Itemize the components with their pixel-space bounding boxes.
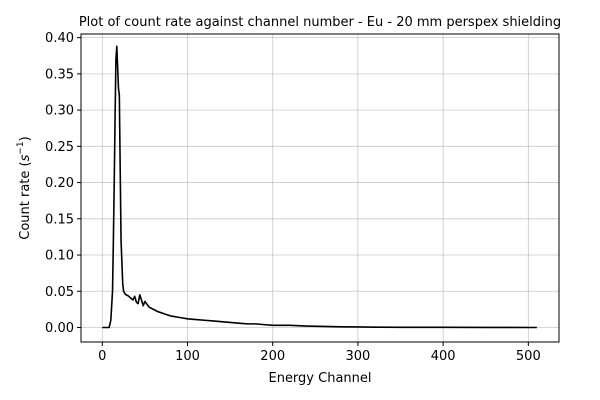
- plot-frame: [80, 33, 560, 343]
- x-tick-label: 200: [260, 349, 285, 364]
- x-tick-label: 0: [98, 349, 106, 364]
- y-tick-label: 0.05: [45, 285, 74, 300]
- grid: [81, 34, 559, 342]
- y-axis-title-unit: s: [18, 154, 33, 161]
- chart-title: Plot of count rate against channel numbe…: [79, 15, 561, 30]
- y-tick-label: 0.25: [45, 140, 74, 155]
- y-axis-title-text: Count rate (: [18, 161, 33, 239]
- x-tick-label: 100: [175, 349, 200, 364]
- y-axis-title-close: ): [18, 136, 33, 141]
- y-tick-label: 0.20: [45, 176, 74, 191]
- y-tick-label: 0.30: [45, 104, 74, 119]
- y-tick-label: 0.15: [45, 212, 74, 227]
- x-tick-label: 400: [431, 349, 456, 364]
- ticks: 0 100 200 300 400 500 0.00 0.05 0.10 0.15 0.20 0.25…: [45, 31, 541, 364]
- series-line: [102, 45, 537, 329]
- x-tick-label: 500: [516, 349, 541, 364]
- y-axis-title-exponent: −1: [16, 141, 26, 154]
- y-axis-title: Count rate (s−1): [16, 136, 33, 240]
- x-tick-label: 300: [346, 349, 371, 364]
- y-tick-label: 0.00: [45, 321, 74, 336]
- series-layer: [102, 45, 537, 329]
- y-tick-label: 0.35: [45, 67, 74, 82]
- y-tick-label: 0.10: [45, 249, 74, 264]
- y-tick-label: 0.40: [45, 31, 74, 46]
- x-axis-title: Energy Channel: [268, 371, 371, 386]
